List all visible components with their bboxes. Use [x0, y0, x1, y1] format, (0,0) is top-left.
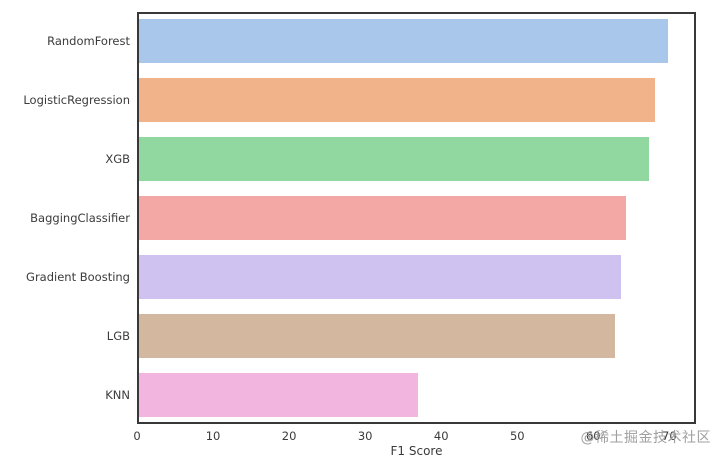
bar-knn: [139, 372, 419, 417]
plot-area: [137, 12, 696, 424]
y-axis-label: LGB: [106, 328, 130, 343]
bar-randomforest: [139, 19, 668, 64]
x-tick-label: 20: [281, 429, 297, 443]
bar-row: [139, 372, 694, 417]
bar-row: [139, 78, 694, 123]
bar-row: [139, 196, 694, 240]
x-tick-label: 10: [205, 429, 221, 443]
y-axis-label: Gradient Boosting: [26, 269, 130, 284]
bar-baggingclassifier: [139, 196, 627, 240]
x-axis-ticks: 0 10 20 30 40 50 60 70: [133, 429, 696, 445]
bar-row: [139, 254, 694, 299]
bar-row: [139, 313, 694, 358]
y-axis-label: XGB: [105, 152, 130, 167]
bar-lgb: [139, 313, 615, 358]
bar-gradient-boosting: [139, 254, 621, 299]
bar-row: [139, 137, 694, 182]
x-tick-label: 40: [433, 429, 449, 443]
y-axis-label: LogisticRegression: [23, 93, 130, 108]
x-tick-label: 30: [357, 429, 373, 443]
y-axis-label: BaggingClassifier: [30, 211, 130, 225]
bar-row: [139, 19, 694, 64]
watermark: @稀土掘金技术社区: [580, 430, 711, 446]
y-axis-label: KNN: [105, 387, 130, 402]
bar-logisticregression: [139, 78, 656, 123]
x-axis-title: F1 Score: [390, 444, 443, 458]
x-tick-label: 50: [509, 429, 525, 443]
y-axis-labels: RandomForest LogisticRegression XGB Bagging…: [0, 12, 130, 424]
x-tick-label: 0: [133, 429, 141, 443]
x-tick-label: 60: [585, 429, 601, 443]
bar-xgb: [139, 137, 649, 182]
y-axis-label: RandomForest: [47, 34, 130, 49]
x-tick-label: 70: [662, 429, 677, 443]
